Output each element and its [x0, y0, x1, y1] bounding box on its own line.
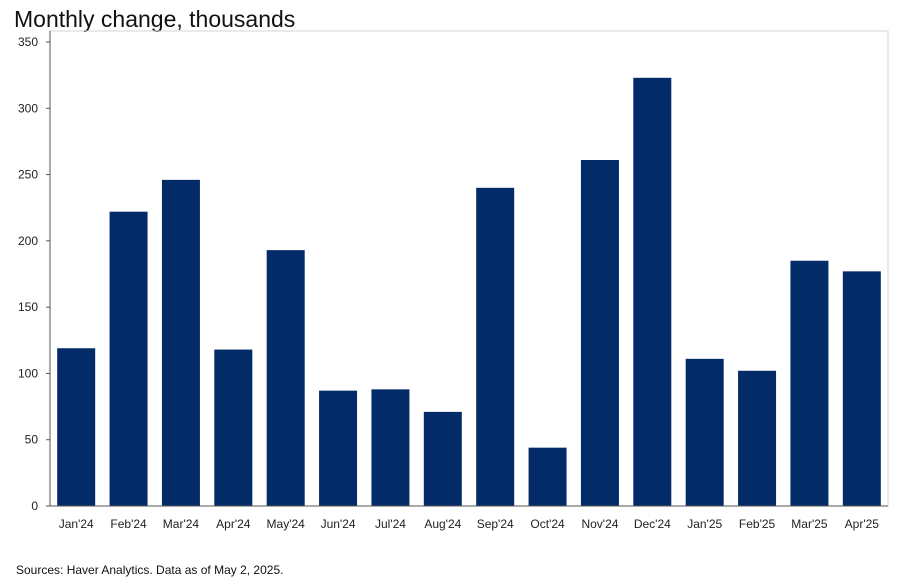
bar — [633, 77, 672, 507]
bar — [842, 271, 881, 506]
x-tick-label: Mar'25 — [791, 517, 828, 531]
x-tick-label: Aug'24 — [424, 517, 461, 531]
x-tick-label: Apr'24 — [216, 517, 251, 531]
y-tick-label: 100 — [18, 366, 38, 380]
bar — [161, 179, 200, 507]
x-tick-label: Jun'24 — [321, 517, 356, 531]
bar — [738, 370, 777, 506]
bar — [423, 411, 462, 506]
y-tick-label: 150 — [18, 300, 38, 314]
bar — [266, 250, 305, 506]
x-tick-label: Mar'24 — [163, 517, 200, 531]
bar — [109, 211, 148, 507]
x-tick-label: Jan'24 — [59, 517, 94, 531]
x-axis: Jan'24 Feb'24 Mar'24 Apr'24 May'24 Jun'24 Jul'… — [50, 505, 888, 531]
x-tick-label: Nov'24 — [581, 517, 618, 531]
y-tick-label: 250 — [18, 168, 38, 182]
source-note: Sources: Haver Analytics. Data as of May… — [16, 563, 284, 577]
bar — [371, 389, 410, 506]
bar — [57, 348, 96, 506]
y-tick-label: 200 — [18, 234, 38, 248]
bar — [685, 358, 724, 506]
chart-title: Monthly change, thousands — [14, 6, 296, 32]
bar — [790, 260, 829, 506]
bar — [528, 447, 567, 506]
x-tick-label: May'24 — [267, 517, 306, 531]
y-axis: 0 50 100 150 200 250 300 350 — [18, 31, 51, 513]
bar — [214, 349, 253, 506]
bar — [476, 187, 515, 507]
y-tick-label: 50 — [25, 433, 39, 447]
x-tick-label: Dec'24 — [634, 517, 671, 531]
x-tick-label: Sep'24 — [477, 517, 514, 531]
bars-group — [57, 77, 881, 507]
x-tick-label: Feb'25 — [739, 517, 776, 531]
bar — [580, 159, 619, 506]
y-tick-label: 0 — [31, 499, 38, 513]
y-tick-label: 300 — [18, 101, 38, 115]
y-tick-label: 350 — [18, 35, 38, 49]
x-tick-label: Jan'25 — [687, 517, 722, 531]
bar — [319, 390, 358, 506]
x-tick-label: Oct'24 — [530, 517, 565, 531]
x-tick-label: Apr'25 — [845, 517, 880, 531]
x-tick-label: Jul'24 — [375, 517, 406, 531]
x-tick-label: Feb'24 — [110, 517, 147, 531]
